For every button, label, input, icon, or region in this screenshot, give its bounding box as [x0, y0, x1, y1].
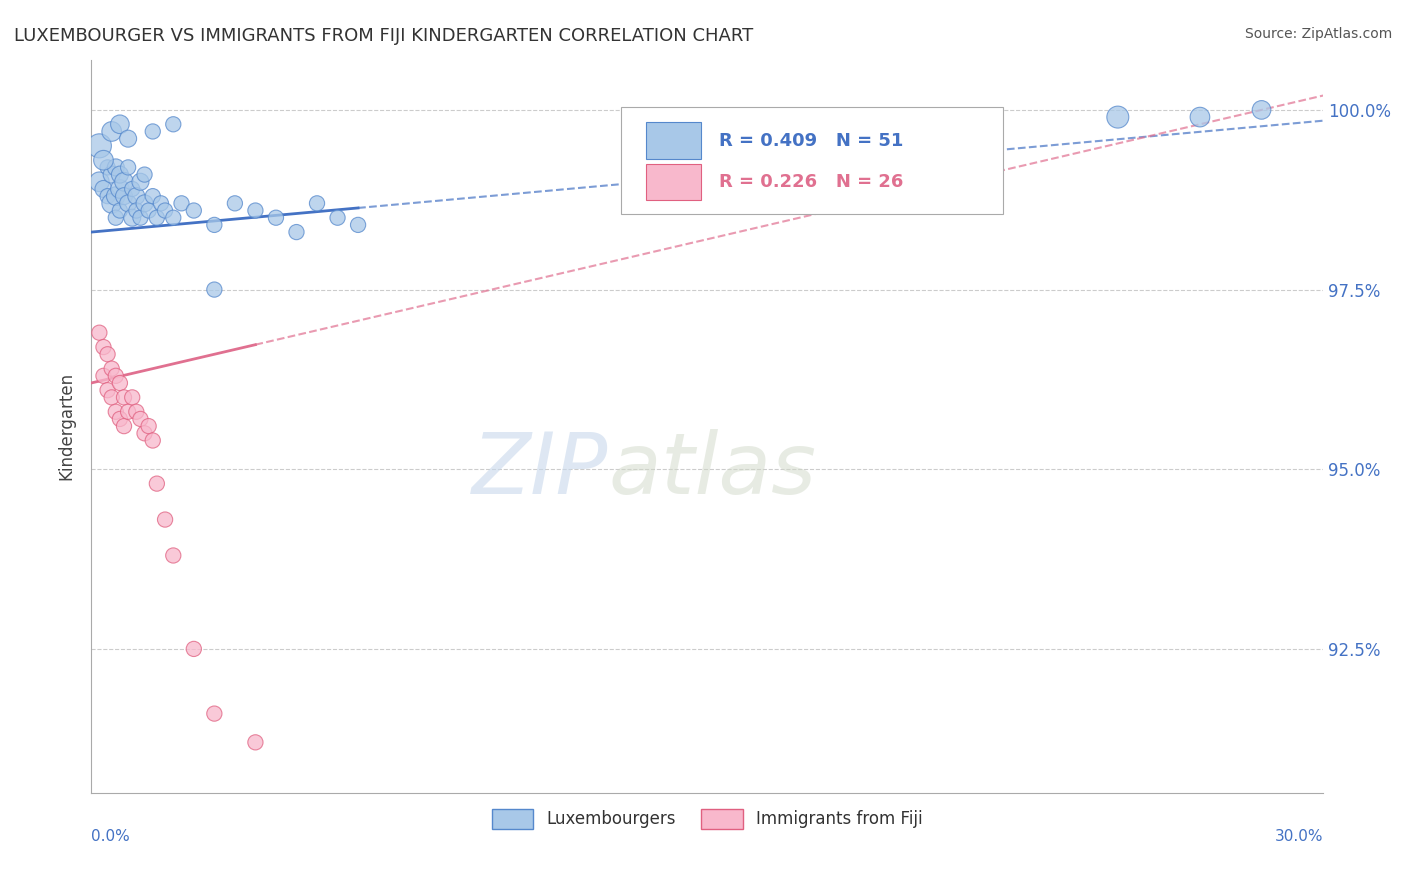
- Point: [142, 124, 165, 138]
- Point: [1250, 103, 1272, 117]
- Point: [89, 138, 111, 153]
- Point: [162, 549, 184, 563]
- Point: [93, 340, 115, 354]
- Point: [112, 390, 135, 404]
- Text: 30.0%: 30.0%: [1275, 829, 1323, 844]
- Point: [138, 203, 160, 218]
- Point: [224, 196, 246, 211]
- Point: [1188, 110, 1211, 124]
- Point: [162, 117, 184, 131]
- Point: [112, 419, 135, 434]
- Point: [104, 368, 127, 383]
- Point: [245, 735, 267, 749]
- Point: [108, 117, 131, 131]
- Point: [125, 405, 148, 419]
- Point: [89, 175, 111, 189]
- Point: [202, 218, 225, 232]
- Point: [305, 196, 328, 211]
- Text: LUXEMBOURGER VS IMMIGRANTS FROM FIJI KINDERGARTEN CORRELATION CHART: LUXEMBOURGER VS IMMIGRANTS FROM FIJI KIN…: [14, 27, 754, 45]
- Text: R = 0.226   N = 26: R = 0.226 N = 26: [720, 173, 904, 191]
- Point: [183, 203, 205, 218]
- Point: [117, 161, 139, 175]
- Point: [121, 182, 143, 196]
- Point: [100, 390, 122, 404]
- Text: R = 0.409   N = 51: R = 0.409 N = 51: [720, 132, 904, 150]
- Point: [100, 196, 122, 211]
- Point: [125, 189, 148, 203]
- Point: [121, 211, 143, 225]
- Text: atlas: atlas: [609, 429, 817, 512]
- Point: [146, 211, 169, 225]
- Point: [112, 175, 135, 189]
- Point: [125, 203, 148, 218]
- Point: [100, 361, 122, 376]
- Point: [117, 131, 139, 145]
- Point: [138, 419, 160, 434]
- Point: [149, 196, 172, 211]
- Point: [326, 211, 349, 225]
- Point: [134, 168, 156, 182]
- Point: [93, 368, 115, 383]
- Text: Source: ZipAtlas.com: Source: ZipAtlas.com: [1244, 27, 1392, 41]
- Point: [97, 347, 120, 361]
- Point: [93, 153, 115, 168]
- Point: [89, 326, 111, 340]
- Point: [183, 641, 205, 656]
- Point: [129, 175, 152, 189]
- Point: [264, 211, 287, 225]
- Point: [104, 211, 127, 225]
- Point: [202, 283, 225, 297]
- Point: [153, 203, 176, 218]
- Point: [97, 189, 120, 203]
- Point: [117, 196, 139, 211]
- Bar: [645, 122, 702, 159]
- Point: [134, 196, 156, 211]
- Point: [108, 168, 131, 182]
- Point: [97, 161, 120, 175]
- Point: [121, 390, 143, 404]
- Point: [170, 196, 193, 211]
- Point: [93, 182, 115, 196]
- FancyBboxPatch shape: [621, 107, 1002, 213]
- Point: [104, 405, 127, 419]
- Point: [117, 405, 139, 419]
- Text: ZIP: ZIP: [472, 429, 609, 512]
- Point: [134, 426, 156, 441]
- Point: [97, 383, 120, 397]
- Point: [108, 412, 131, 426]
- Point: [108, 376, 131, 390]
- Point: [129, 211, 152, 225]
- Bar: [645, 164, 702, 201]
- Point: [285, 225, 308, 239]
- Point: [112, 189, 135, 203]
- Point: [202, 706, 225, 721]
- Point: [153, 512, 176, 526]
- Point: [1107, 110, 1129, 124]
- Point: [100, 168, 122, 182]
- Point: [100, 124, 122, 138]
- Point: [142, 434, 165, 448]
- Point: [108, 182, 131, 196]
- Text: 0.0%: 0.0%: [91, 829, 129, 844]
- Point: [104, 161, 127, 175]
- Point: [129, 412, 152, 426]
- Point: [347, 218, 370, 232]
- Point: [104, 189, 127, 203]
- Point: [162, 211, 184, 225]
- Point: [108, 203, 131, 218]
- Legend: Luxembourgers, Immigrants from Fiji: Luxembourgers, Immigrants from Fiji: [485, 802, 929, 836]
- Y-axis label: Kindergarten: Kindergarten: [58, 372, 75, 480]
- Point: [146, 476, 169, 491]
- Point: [245, 203, 267, 218]
- Point: [142, 189, 165, 203]
